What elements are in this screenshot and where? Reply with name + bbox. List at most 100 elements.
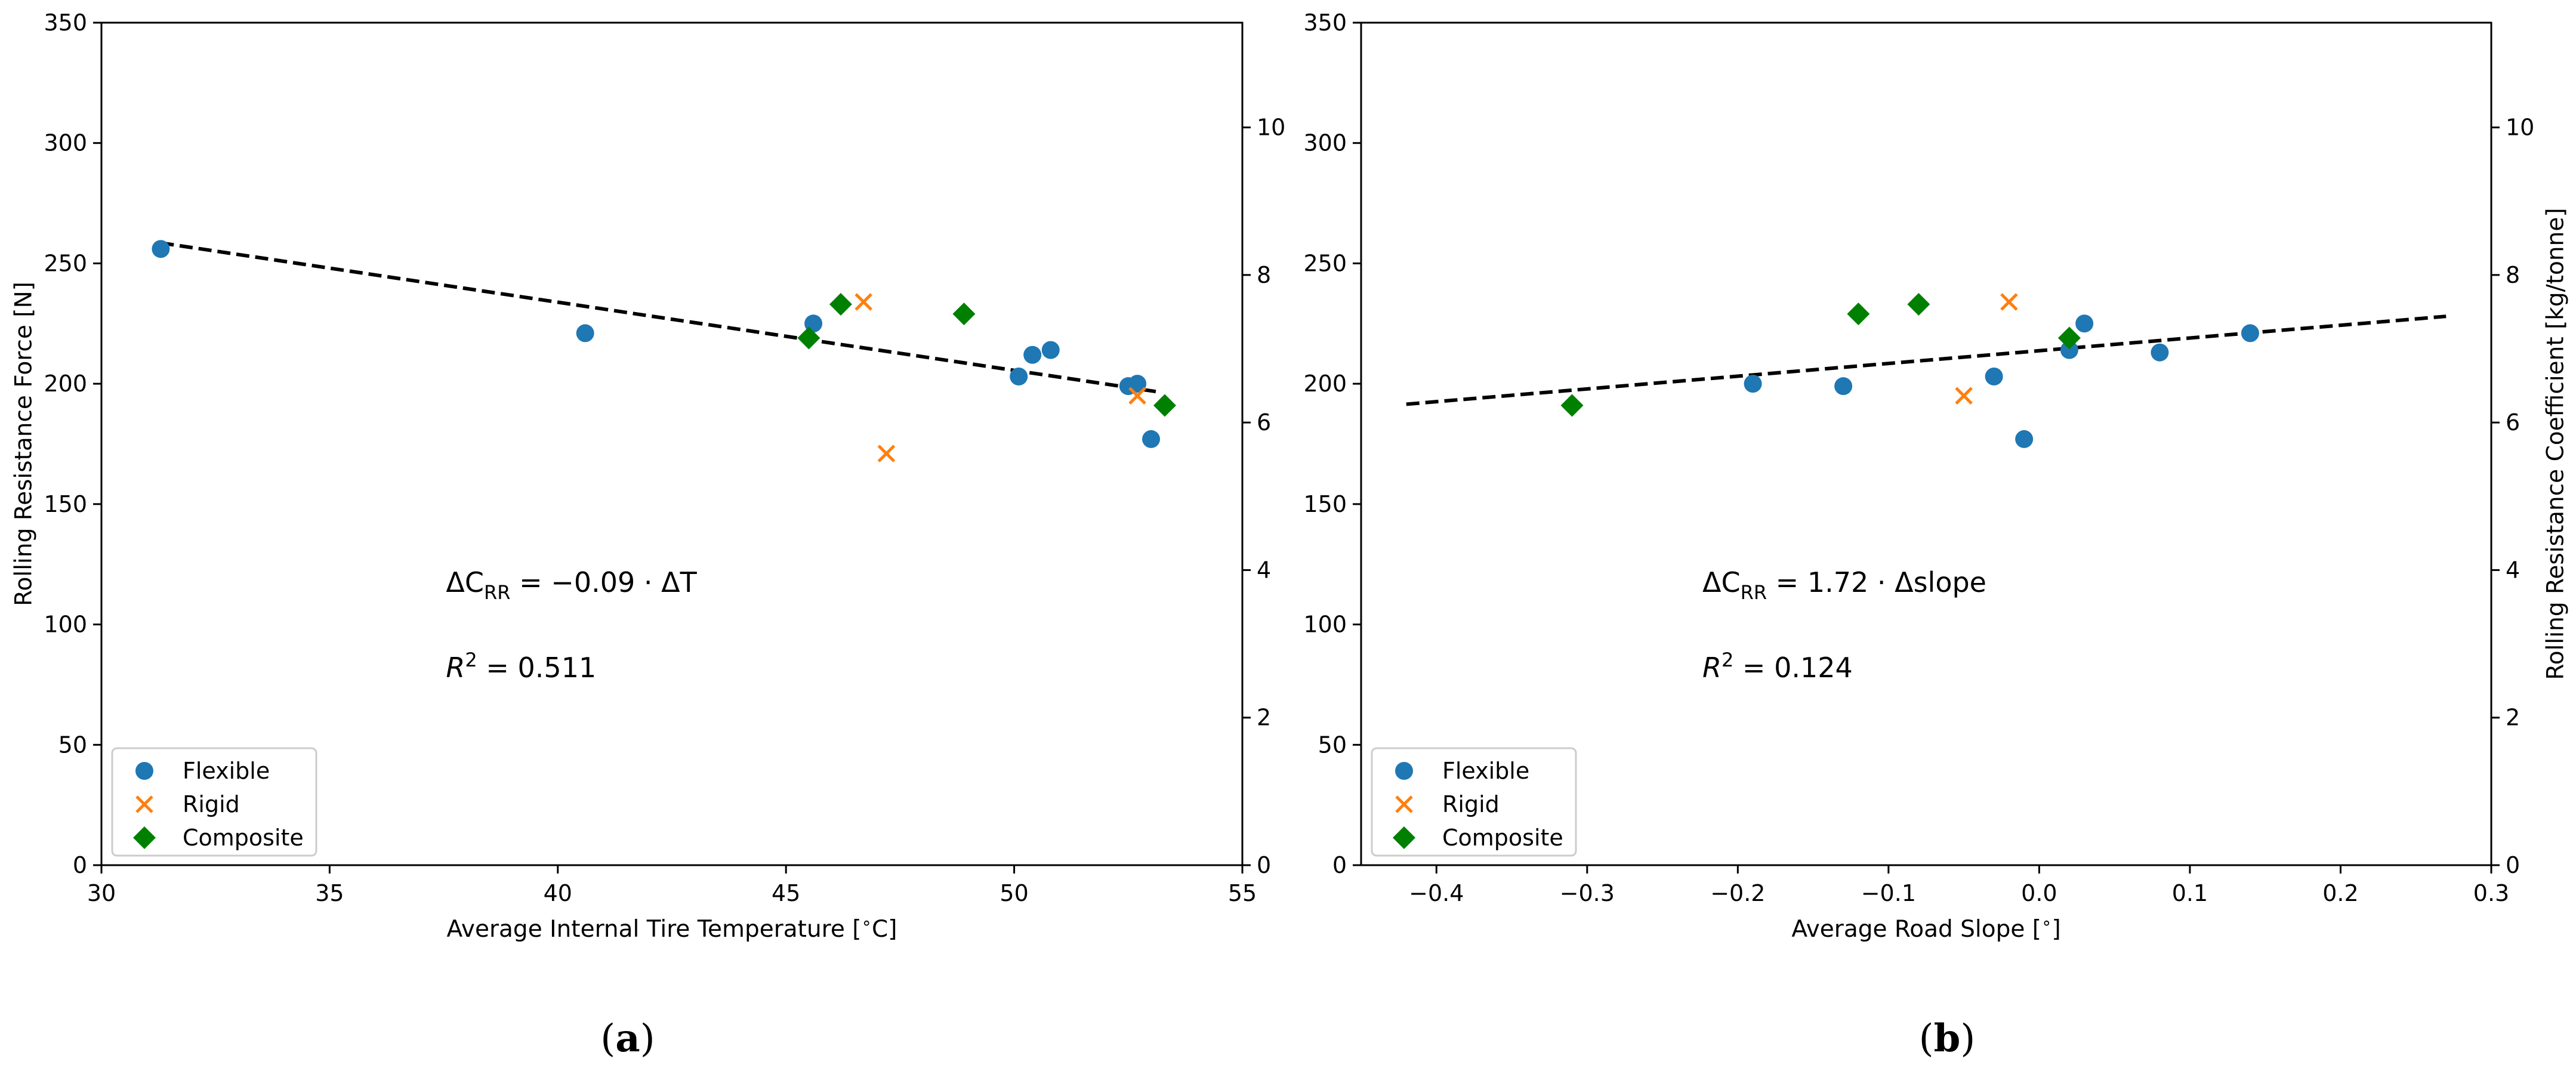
panel-b-y-right-tick-label: 2 [2506, 705, 2520, 731]
panel-b-y-left-tick-label: 150 [1303, 491, 1347, 517]
panel-b-x-axis-label: Average Road Slope [∘] [1791, 913, 2060, 943]
panel-b-flexible-point [2075, 314, 2094, 333]
panel-b-x-tick-label: 0.0 [2021, 880, 2057, 906]
panel-a-rigid-point [1128, 387, 1146, 405]
panel-a-composite-point [952, 303, 976, 326]
panel-b-x-tick-label: −0.3 [1560, 880, 1615, 906]
panel-b-flexible-point [2151, 343, 2169, 362]
panel-a-y-left-tick-label: 300 [44, 130, 87, 156]
panel-b-composite-point [1560, 394, 1584, 417]
panel-b-annotation-equation: ΔCRR = 1.72 · Δslope [1702, 566, 1986, 604]
panel-a-flexible-point [152, 240, 170, 258]
panel-a-y-left-tick-label: 200 [44, 371, 87, 397]
panel-a-legend-composite-marker [133, 826, 156, 849]
panel-b-flexible-point [1744, 375, 1762, 393]
panel-b-y-left-tick-label: 350 [1303, 10, 1347, 36]
panel-b-x-tick-label: −0.4 [1409, 880, 1464, 906]
panel-a-y-right-tick-label: 4 [1257, 557, 1271, 583]
panel-a-annotation-r2: R2 = 0.511 [446, 649, 596, 684]
panel-b-flexible-point [1834, 377, 1853, 396]
panel-a-y-right-tick-label: 0 [1257, 852, 1271, 878]
panel-a-y-left-tick-label: 50 [58, 732, 87, 758]
panel-b-y-right-tick-label: 6 [2506, 409, 2520, 436]
panel-b-y-left-tick-label: 200 [1303, 371, 1347, 397]
panel-b: −0.4 −0.3 −0.2 −0.1 0.0 0.1 0.2 0.3050100150200… [1303, 10, 2569, 1061]
panel-a-x-tick-label: 30 [87, 880, 116, 906]
panel-a-y-left-tick-label: 150 [44, 491, 87, 517]
panel-a-composite-point [1153, 394, 1176, 417]
panel-a-flexible-point [1010, 368, 1028, 386]
panel-a-caption: (a) [600, 1016, 655, 1061]
panel-b-flexible-point [1985, 368, 2003, 386]
panel-a-legend-rigid-marker [135, 795, 153, 813]
panel-b-y-left-tick-label: 250 [1303, 250, 1347, 276]
panel-b-y-right-tick-label: 10 [2506, 115, 2534, 141]
panel-a-y-left-tick-label: 0 [73, 852, 87, 878]
panel-b-legend-rigid-marker [1395, 795, 1413, 813]
panel-b-y-right-tick-label: 8 [2506, 262, 2520, 288]
panel-b-legend-box [1371, 747, 1577, 857]
panel-a-y-right-tick-label: 6 [1257, 409, 1271, 436]
panel-a-x-tick-label: 45 [772, 880, 800, 906]
panel-b-x-tick-label: −0.2 [1710, 880, 1765, 906]
panel-b-flexible-point [2241, 324, 2259, 342]
panel-b-caption: (b) [1919, 1016, 1976, 1061]
panel-b-x-tick-label: 0.1 [2172, 880, 2208, 906]
panel-a-y-left-tick-label: 350 [44, 10, 87, 36]
panel-b-annotation-r2: R2 = 0.124 [1702, 649, 1853, 684]
panel-a-flexible-point [1041, 341, 1060, 359]
panel-b-fit-line [1406, 314, 2447, 406]
panel-a-flexible-point [1128, 375, 1147, 393]
panel-a-y-right-tick-label: 2 [1257, 705, 1271, 731]
panel-b-y-right-axis-label: Rolling Resistance Coefficient [kg/tonne… [2543, 208, 2569, 680]
panel-b-y-right-tick-label: 0 [2506, 852, 2520, 878]
panel-b-legend-composite-label: Composite [1442, 825, 1563, 851]
panel-b-y-right-tick-label: 4 [2506, 557, 2520, 583]
panel-b-x-tick-label: 0.2 [2322, 880, 2358, 906]
panel-a-x-axis-label: Average Internal Tire Temperature [∘C] [447, 913, 897, 943]
panel-a-x-tick-label: 55 [1228, 880, 1257, 906]
panel-b-composite-point [1847, 303, 1870, 326]
panel-a-legend-box [111, 747, 317, 857]
panel-a-y-right-tick-label: 8 [1257, 262, 1271, 288]
panel-b-legend: Flexible Rigid Composite [1371, 747, 1577, 857]
panel-b-legend-rigid-label: Rigid [1442, 791, 1500, 817]
panel-a-x-tick-label: 35 [315, 880, 344, 906]
panel-a-rigid-point [854, 293, 872, 311]
panel-b-composite-point [1907, 293, 1930, 316]
panel-a-legend: Flexible Rigid Composite [111, 747, 317, 857]
panel-a-y-left-tick-label: 100 [44, 612, 87, 638]
panel-a-axes-frame [100, 21, 1244, 866]
panel-b-x-tick-label: −0.1 [1861, 880, 1916, 906]
panel-a-y-left-axis-label: Rolling Resistance Force [N] [11, 282, 38, 606]
panel-a-rigid-point [877, 445, 896, 462]
panel-a-x-tick-label: 50 [999, 880, 1028, 906]
panel-b-legend-flexible-label: Flexible [1442, 758, 1529, 784]
panel-a-legend-flexible-marker [135, 762, 153, 780]
panel-b-y-left-tick-label: 0 [1332, 852, 1347, 878]
panel-b-composite-point [2057, 326, 2081, 350]
panel-b-rigid-point [1955, 387, 1973, 405]
panel-a-composite-point [829, 293, 852, 316]
panel-a-y-left-tick-label: 250 [44, 250, 87, 276]
panel-b-rigid-point [2000, 293, 2018, 311]
panel-a-x-tick-label: 40 [544, 880, 572, 906]
panel-b-y-left-tick-label: 300 [1303, 130, 1347, 156]
panel-a-y-right-tick-label: 10 [1257, 115, 1285, 141]
panel-a-fit-line [160, 241, 1161, 394]
panel-b-legend-flexible-marker [1395, 762, 1413, 780]
panel-a-composite-point [797, 326, 820, 350]
panel-b-flexible-point [2060, 341, 2078, 359]
panel-a-flexible-point [1023, 345, 1042, 364]
panel-a-legend-rigid-label: Rigid [183, 791, 240, 817]
panel-b-y-left-tick-label: 50 [1318, 732, 1347, 758]
panel-b-axes-frame [1360, 21, 2492, 866]
panel-a-legend-composite-label: Composite [183, 825, 304, 851]
panel-a-flexible-point [576, 324, 594, 342]
panel-b-y-left-tick-label: 100 [1303, 612, 1347, 638]
panel-b-x-tick-label: 0.3 [2473, 880, 2509, 906]
panel-b-flexible-point [2015, 430, 2034, 448]
panel-a-flexible-point [1142, 430, 1161, 448]
